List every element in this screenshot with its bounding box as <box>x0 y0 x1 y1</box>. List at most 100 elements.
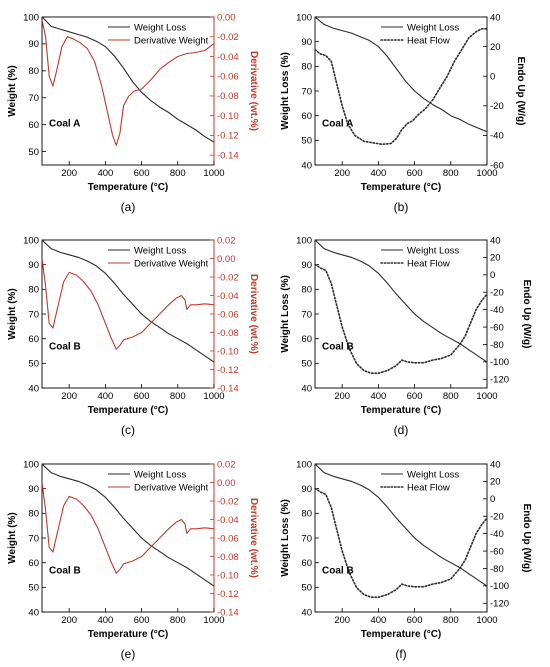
x-tick-label: 600 <box>407 615 423 626</box>
y-left-axis-title: Weight Loss (%) <box>280 52 291 130</box>
x-tick-label: 1000 <box>203 391 224 402</box>
legend-label: Weight Loss <box>134 23 186 34</box>
x-tick-label: 400 <box>97 615 113 626</box>
x-tick-label: 1000 <box>476 391 497 402</box>
panel-caption: (a) <box>121 200 136 214</box>
x-tick-label: 400 <box>370 615 386 626</box>
y-left-tick-label: 90 <box>301 37 312 48</box>
y-left-tick-label: 70 <box>301 309 312 320</box>
y-right-tick-label: 0.02 <box>217 235 236 246</box>
y-left-tick-label: 50 <box>28 359 39 370</box>
y-right-axis-title: Derivative (wt.%) <box>248 51 259 131</box>
legend-label: Weight Loss <box>407 246 459 257</box>
coal-annotation: Coal A <box>322 119 353 130</box>
coal-annotation: Coal A <box>49 119 80 130</box>
y-right-tick-label: -100 <box>490 581 509 592</box>
y-left-tick-label: 80 <box>301 62 312 73</box>
y-right-tick-label: -40 <box>490 131 504 142</box>
panel-caption: (c) <box>121 423 135 437</box>
plot-frame <box>314 463 488 613</box>
series-derivative-weight <box>42 19 214 146</box>
y-left-tick-label: 60 <box>28 334 39 345</box>
y-right-tick-label: -20 <box>490 288 504 299</box>
y-left-tick-label: 40 <box>301 383 312 394</box>
y-right-tick-label: -0.12 <box>217 589 239 600</box>
panel-e: 200 400 600 800 1000 40 50 60 70 80 90 100 0.02 0.00 -… <box>7 459 259 661</box>
x-tick-label: 800 <box>170 391 186 402</box>
plot-frame <box>314 239 488 389</box>
y-right-tick-label: 0 <box>490 494 495 505</box>
panel-caption: (d) <box>394 423 409 437</box>
y-right-tick-label: -0.10 <box>217 111 239 122</box>
series-weight-loss <box>42 464 214 587</box>
x-tick-label: 1000 <box>203 168 224 179</box>
panel-caption: (e) <box>121 647 136 661</box>
panel-caption: (b) <box>394 200 409 214</box>
series-weight-loss <box>315 240 487 363</box>
x-axis-title: Temperature (°C) <box>361 629 442 640</box>
y-right-tick-label: 0.00 <box>217 254 236 265</box>
y-right-tick-label: -20 <box>490 512 504 523</box>
y-left-tick-label: 50 <box>28 583 39 594</box>
y-right-tick-label: -120 <box>490 375 509 386</box>
y-left-tick-label: 90 <box>28 484 39 495</box>
y-left-axis-title: Weight (%) <box>7 512 18 563</box>
y-right-tick-label: 40 <box>490 235 501 246</box>
y-right-tick-label: 20 <box>490 253 501 264</box>
y-right-tick-label: 0.02 <box>217 459 236 470</box>
y-right-tick-label: -80 <box>490 340 504 351</box>
legend-label: Weight Loss <box>134 470 186 481</box>
y-left-tick-label: 90 <box>28 39 39 50</box>
y-left-tick-label: 100 <box>23 235 39 246</box>
y-left-axis-title: Weight Loss (%) <box>280 275 291 353</box>
legend-label: Derivative Weight <box>134 36 209 47</box>
y-left-tick-label: 100 <box>296 459 312 470</box>
x-tick-label: 200 <box>334 168 350 179</box>
y-left-tick-label: 40 <box>301 607 312 618</box>
series-weight-loss <box>315 464 487 587</box>
y-left-tick-label: 70 <box>301 533 312 544</box>
x-tick-label: 1000 <box>476 168 497 179</box>
y-right-tick-label: -0.08 <box>217 328 239 339</box>
y-right-tick-label: 20 <box>490 42 501 53</box>
y-left-axis-title: Weight (%) <box>7 288 18 339</box>
legend-label: Weight Loss <box>407 23 459 34</box>
x-tick-label: 200 <box>334 391 350 402</box>
series-weight-loss <box>42 17 214 143</box>
panel-c: 200 400 600 800 1000 40 50 60 70 80 90 100 0.02 0.00 -… <box>7 235 259 437</box>
y-right-tick-label: -0.02 <box>217 32 239 43</box>
y-right-tick-label: -100 <box>490 357 509 368</box>
y-right-tick-label: -40 <box>490 529 504 540</box>
y-right-tick-label: -40 <box>490 305 504 316</box>
x-tick-label: 800 <box>170 615 186 626</box>
y-left-tick-label: 90 <box>28 260 39 271</box>
x-tick-label: 600 <box>134 391 150 402</box>
y-right-tick-label: -0.04 <box>217 52 239 63</box>
y-right-tick-label: -0.04 <box>217 515 239 526</box>
y-left-tick-label: 80 <box>28 509 39 520</box>
y-right-tick-label: -0.14 <box>217 607 239 618</box>
y-right-tick-label: 20 <box>490 477 501 488</box>
series-heat-flow <box>315 27 487 146</box>
series-weight-loss <box>315 17 487 133</box>
y-right-tick-label: -60 <box>490 160 504 171</box>
y-right-tick-label: -0.02 <box>217 496 239 507</box>
y-right-tick-label: -0.02 <box>217 272 239 283</box>
y-right-axis-title: Endo Up (W/g) <box>521 504 532 573</box>
y-left-tick-label: 100 <box>23 459 39 470</box>
y-right-tick-label: 0 <box>490 270 495 281</box>
y-right-tick-label: -0.04 <box>217 291 239 302</box>
y-left-tick-label: 80 <box>28 66 39 77</box>
y-right-tick-label: -0.10 <box>217 346 239 357</box>
y-right-tick-label: -0.12 <box>217 365 239 376</box>
plot-frame <box>314 16 488 166</box>
y-left-axis-title: Weight (%) <box>7 65 18 116</box>
x-axis-title: Temperature (°C) <box>361 182 442 193</box>
y-right-tick-label: 40 <box>490 459 501 470</box>
y-right-tick-label: -0.12 <box>217 131 239 142</box>
y-left-tick-label: 70 <box>28 93 39 104</box>
y-left-tick-label: 40 <box>28 607 39 618</box>
y-left-tick-label: 90 <box>301 260 312 271</box>
